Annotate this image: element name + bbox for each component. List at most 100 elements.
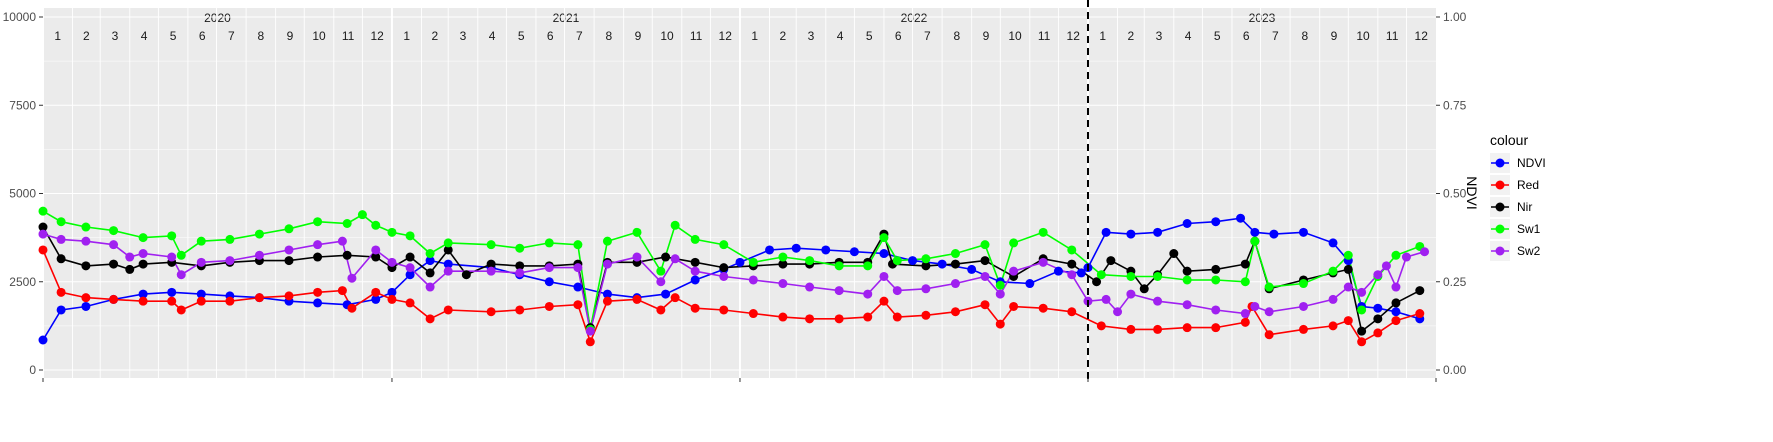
facet-label-2021: 2021 [553,11,580,25]
data-point-sw2 [1298,301,1308,311]
data-point-ndvi [405,270,415,280]
month-label: 3 [112,29,119,43]
data-point-sw2 [1391,282,1401,292]
data-point-sw1 [995,280,1005,290]
data-point-red [1182,323,1192,333]
data-point-sw1 [544,238,554,248]
data-point-red [602,296,612,306]
month-label: 7 [1272,29,1279,43]
data-point-sw2 [1343,282,1353,292]
data-point-red [879,296,889,306]
data-point-red [284,291,294,301]
data-point-sw2 [371,245,381,255]
data-point-ndvi [38,335,48,345]
data-point-sw1 [405,231,415,241]
data-point-sw2 [1153,296,1163,306]
data-point-sw2 [38,229,48,239]
data-point-sw2 [1264,307,1274,317]
month-label: 9 [1331,29,1338,43]
legend-label: Red [1517,178,1539,192]
data-point-sw1 [1264,282,1274,292]
data-point-sw2 [125,252,135,262]
data-point-ndvi [1391,307,1401,317]
data-point-sw1 [515,243,525,253]
data-point-ndvi [1250,227,1260,237]
data-point-ndvi [1126,229,1136,239]
data-point-red [1343,316,1353,326]
data-point-red [1240,317,1250,327]
data-point-ndvi [443,259,453,269]
data-point-nir [1106,256,1116,266]
month-label: 2 [83,29,90,43]
data-point-red [585,337,595,347]
data-point-red [387,294,397,304]
data-point-nir [1240,259,1250,269]
data-point-red [719,305,729,315]
data-point-sw1 [254,229,264,239]
data-point-red [921,310,931,320]
data-point-sw1 [357,210,367,220]
legend-label: Nir [1517,200,1532,214]
data-point-sw1 [371,220,381,230]
y-axis-left: 0 2500 5000 7500 10000 [3,10,43,377]
data-point-sw1 [1250,236,1260,246]
series-points [38,206,1430,347]
data-point-ndvi [387,287,397,297]
data-point-sw2 [602,259,612,269]
data-point-ndvi [1373,303,1383,313]
month-label: 4 [489,29,496,43]
data-point-sw2 [573,263,583,273]
data-point-sw2 [405,263,415,273]
data-point-sw2 [515,268,525,278]
legend-item-sw2: Sw2 [1490,241,1541,261]
month-label: 11 [342,29,355,43]
month-label: 7 [576,29,583,43]
data-point-nir [950,259,960,269]
data-point-sw2 [980,271,990,281]
data-point-sw2 [1357,287,1367,297]
data-point-ndvi [937,259,947,269]
data-point-nir [1092,277,1102,287]
legend-item-sw1: Sw1 [1490,219,1541,239]
data-point-red [1357,337,1367,347]
data-point-sw2 [1126,289,1136,299]
month-label: 1 [751,29,758,43]
facet-label-2022: 2022 [901,11,928,25]
data-point-red [1096,321,1106,331]
data-point-nir [980,256,990,266]
data-point-nir [1139,284,1149,294]
data-point-sw1 [921,254,931,264]
data-point-nir [109,259,119,269]
data-point-sw1 [863,261,873,271]
month-label: 9 [635,29,642,43]
data-point-sw2 [196,257,206,267]
data-point-sw1 [56,217,66,227]
month-label: 2 [780,29,787,43]
data-point-red [805,314,815,324]
legend-label: Sw2 [1517,244,1541,258]
data-point-red [544,301,554,311]
data-point-sw1 [573,240,583,250]
data-point-sw2 [656,277,666,287]
data-point-ndvi [735,257,745,267]
data-point-nir [1211,264,1221,274]
data-point-red [337,286,347,296]
y-axis-right: 0.00 0.25 0.50 0.75 1.00 [1436,10,1467,377]
data-point-sw1 [778,252,788,262]
month-label: 9 [287,29,294,43]
month-label: 4 [141,29,148,43]
month-label: 3 [808,29,815,43]
month-label: 1 [54,29,61,43]
data-point-nir [719,263,729,273]
data-point-red [950,307,960,317]
y-tick-label: 2500 [9,275,36,289]
data-point-ndvi [1153,227,1163,237]
y-tick-label: 5000 [9,187,36,201]
data-point-sw1 [1343,250,1353,260]
data-point-sw1 [1240,277,1250,287]
data-point-sw1 [1153,271,1163,281]
data-point-ndvi [1076,268,1086,278]
month-label: 1 [403,29,410,43]
data-point-red [138,296,148,306]
